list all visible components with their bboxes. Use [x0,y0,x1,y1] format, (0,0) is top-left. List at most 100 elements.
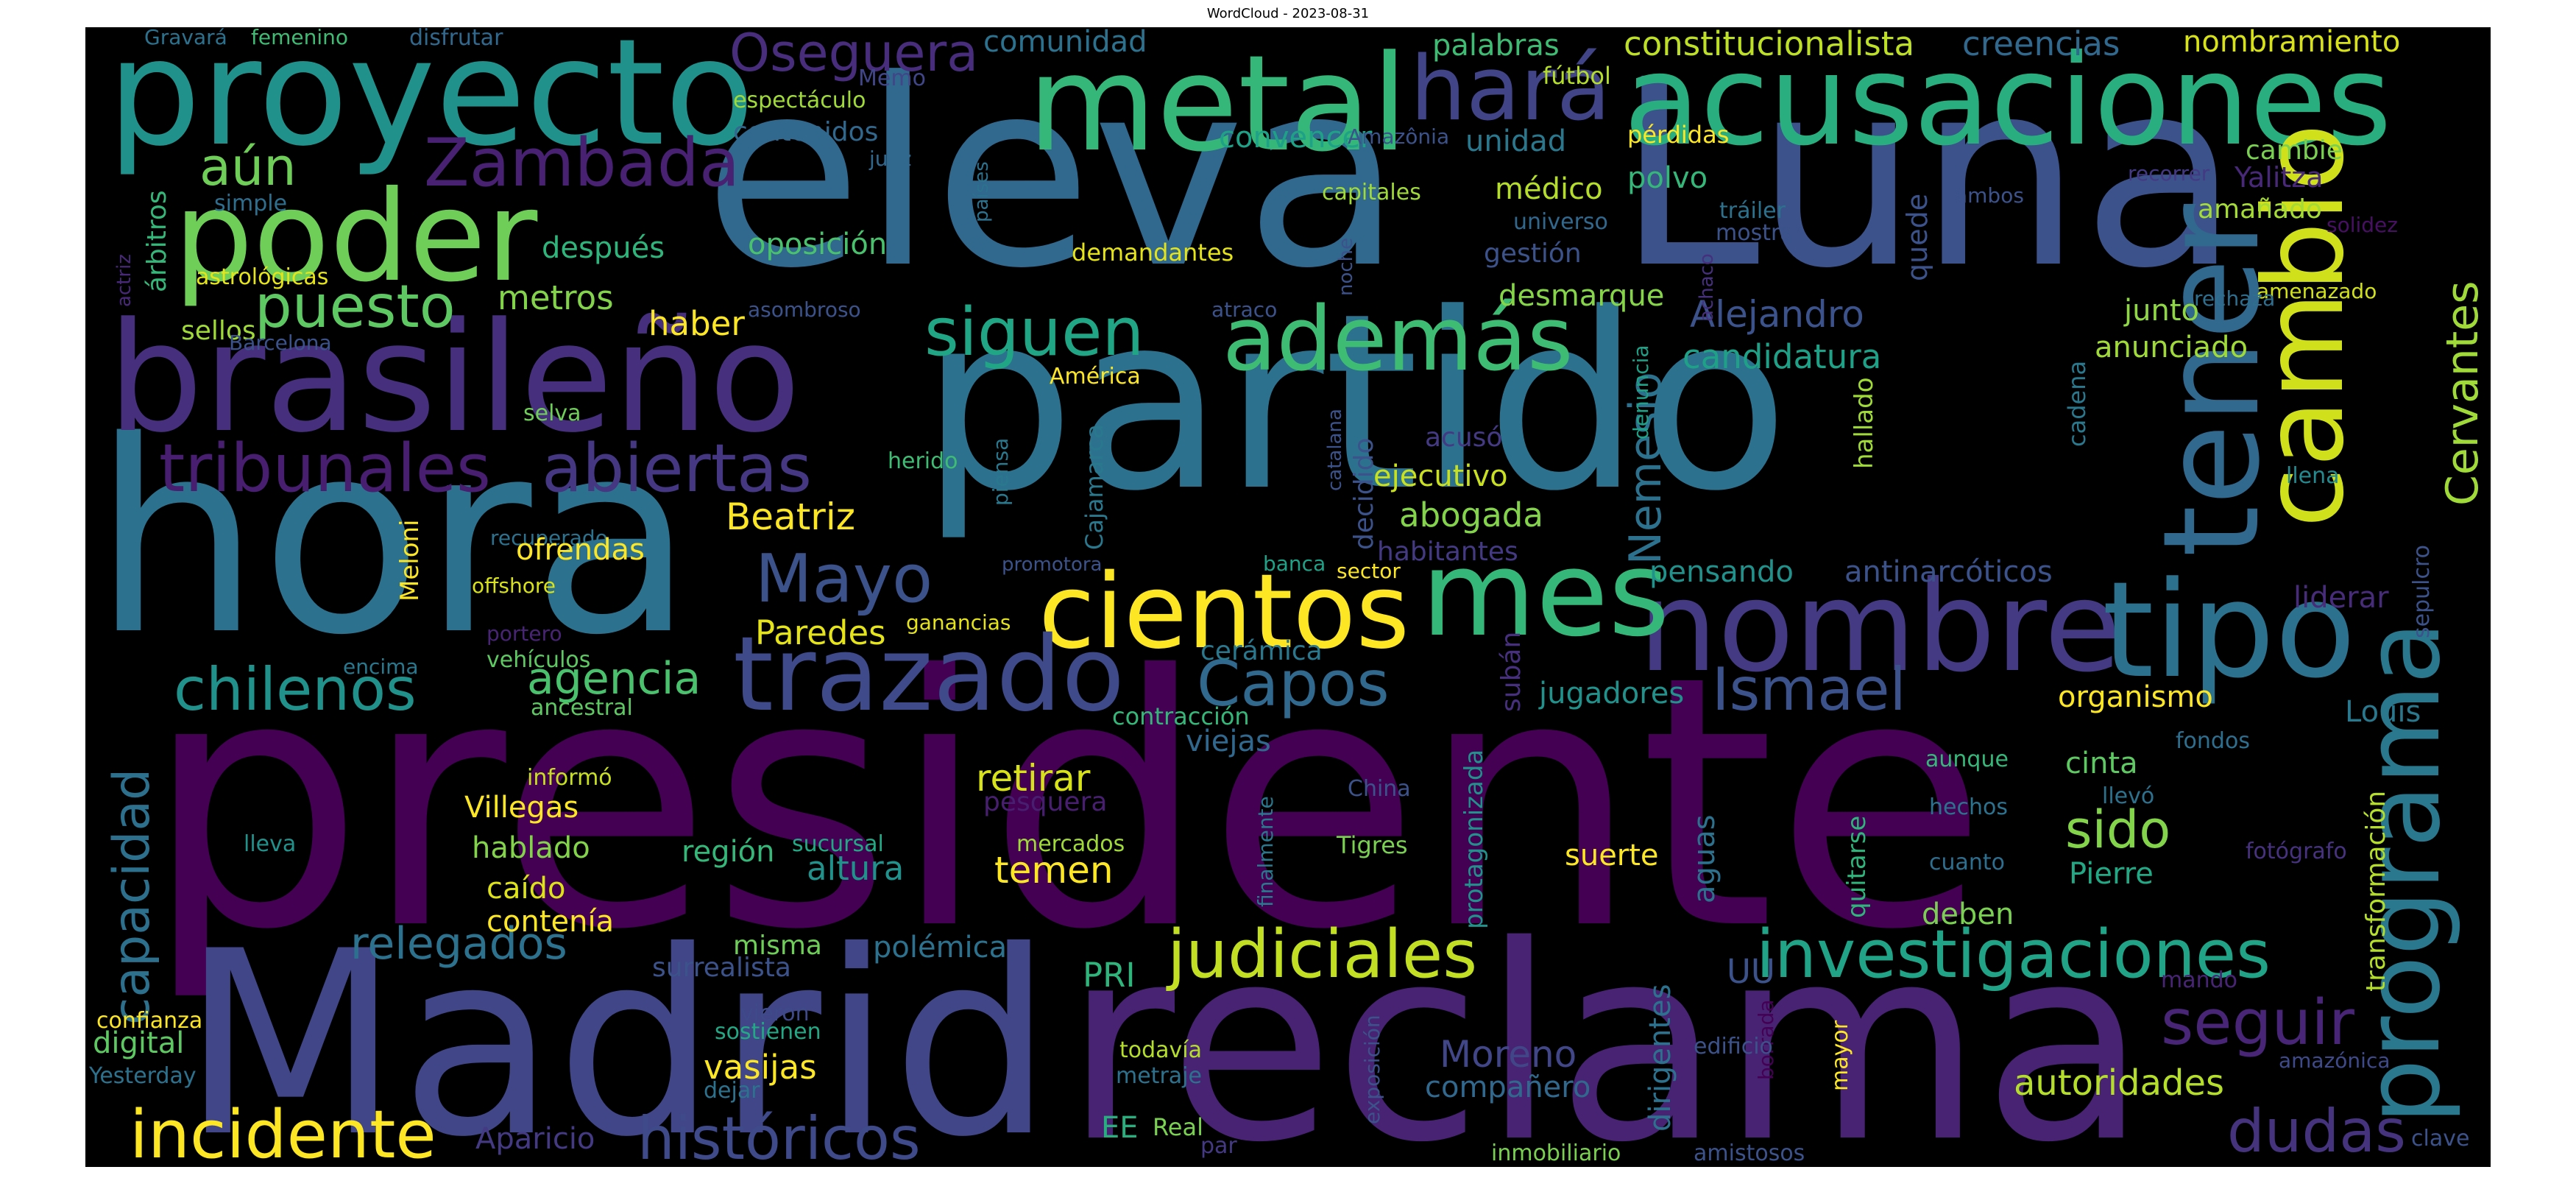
word-amanado: amañado [2198,194,2322,225]
word-cuanto: cuanto [1929,850,2006,875]
word-quede: quede [1901,193,1933,281]
word-america: América [1050,364,1141,389]
word-paredes: Paredes [755,613,886,652]
word-tribunales: tribunales [159,430,491,507]
word-ee: EE [1101,1111,1139,1145]
word-juez: juez [869,147,912,171]
word-pensando: pensando [1649,555,1794,589]
word-proyecto: proyecto [107,27,755,179]
word-viejas: viejas [1186,724,1271,758]
word-barcelona: Barcelona [229,331,332,355]
word-abiertas: abiertas [542,430,812,507]
word-ambos: ambos [1955,183,2024,208]
word-investigaciones: investigaciones [1756,916,2271,993]
word-aunque: aunque [1925,747,2009,772]
word-inmobiliario: inmobiliario [1491,1140,1621,1166]
word-hechos: hechos [1929,794,2008,820]
word-poder: poder [174,164,538,310]
word-sellos: sellos [181,316,256,346]
word-vasijas: vasijas [704,1048,817,1087]
word-llena: llena [2286,463,2340,489]
word-ademas: además [1222,289,1574,391]
word-oposicion: oposición [748,228,888,261]
word-eleva: eleva [704,27,1403,325]
word-cientos: cientos [1038,552,1410,672]
word-asombroso: asombroso [748,297,861,322]
word-paises: países [971,161,993,222]
word-yalitza: Yalitza [2234,161,2324,194]
word-haber: haber [648,304,745,343]
word-agencia: agencia [527,653,701,705]
word-acuso: acusó [1425,423,1503,453]
word-solidez: solidez [2326,213,2398,237]
word-junto: junto [2124,294,2199,328]
word-ceramica: cerámica [1200,636,1323,666]
word-liderar: liderar [2293,581,2389,615]
word-cloud-canvas: presidente partido eleva Luna hora Madri… [85,27,2491,1167]
word-cambie: cambie [2246,135,2343,166]
word-sepulcro: sepulcro [2409,544,2435,638]
word-hallado: hallado [1850,377,1879,470]
word-oseguera: Oseguera [729,27,979,83]
word-tigres: Tigres [1337,831,1408,859]
word-gestion: gestión [1484,239,1582,269]
word-mercados: mercados [1016,831,1125,857]
word-puesto: puesto [255,272,456,341]
word-fondos: fondos [2176,728,2250,754]
word-constitucionalista: constitucionalista [1624,27,1915,63]
word-creencias: creencias [1962,27,2120,63]
word-tipo: tipo [2102,554,2356,708]
word-siguen: siguen [924,294,1144,371]
word-polemica: polémica [873,931,1008,964]
word-amazonica: amazónica [2279,1048,2391,1073]
word-offshore: offshore [472,574,556,598]
word-caido: caído [486,872,566,906]
word-sostienen: sostienen [715,1019,821,1045]
word-capitales: capitales [1322,180,1421,205]
word-perdidas: pérdidas [1627,121,1730,149]
word-hablado: hablado [472,831,590,865]
word-region: región [682,835,775,869]
figure-title: WordCloud - 2023-08-31 [1206,6,1370,21]
word-cervantes: Cervantes [2437,281,2488,506]
word-temen: temen [994,849,1114,892]
word-unidad: unidad [1465,124,1567,158]
word-cinta: cinta [2065,747,2138,780]
word-todavia: todavía [1119,1037,1203,1063]
word-surrealista: surrealista [652,953,791,983]
word-pierre: Pierre [2069,857,2154,891]
word-capos: Capos [1197,648,1390,721]
word-china: China [1348,776,1411,802]
word-despues: después [542,231,665,265]
word-exposicion: exposición [1360,1015,1384,1124]
word-aparicio: Aparicio [475,1122,595,1156]
word-polvo: polvo [1627,161,1708,195]
word-yesterday: Yesterday [89,1063,197,1089]
word-convencer: convencer [1219,121,1373,155]
word-candidatura: candidatura [1682,337,1882,376]
word-promotora: promotora [1002,554,1103,576]
word-mayo: Mayo [755,540,933,618]
word-cajamarca: Cajamarca [1080,424,1108,550]
word-autoridades: autoridades [2014,1062,2224,1104]
word-informo: informó [527,765,612,791]
word-brasileno: brasileño [107,291,802,466]
word-retirar: retirar [976,757,1091,800]
word-edificio: edificio [1694,1034,1773,1059]
word-trailer: tráiler [1719,198,1786,224]
word-palabras: palabras [1432,29,1560,63]
word-reclama: reclama [1064,889,2148,1167]
word-villegas: Villegas [464,791,579,825]
word-judiciales: judiciales [1167,916,1478,993]
word-zambada: Zambada [424,124,740,202]
word-capacidad: capacidad [103,768,161,1025]
word-ganancias: ganancias [906,610,1011,635]
word-luna: Luna [1616,27,2240,325]
word-companero: compañero [1425,1071,1591,1104]
word-comunidad: comunidad [983,27,1147,59]
word-vieron: vieron [740,1001,810,1026]
word-acusaciones: acusaciones [1624,28,2392,174]
word-contraccion: contracción [1112,702,1250,730]
word-demandantes: demandantes [1072,239,1234,267]
word-futbol: fútbol [1543,62,1611,90]
